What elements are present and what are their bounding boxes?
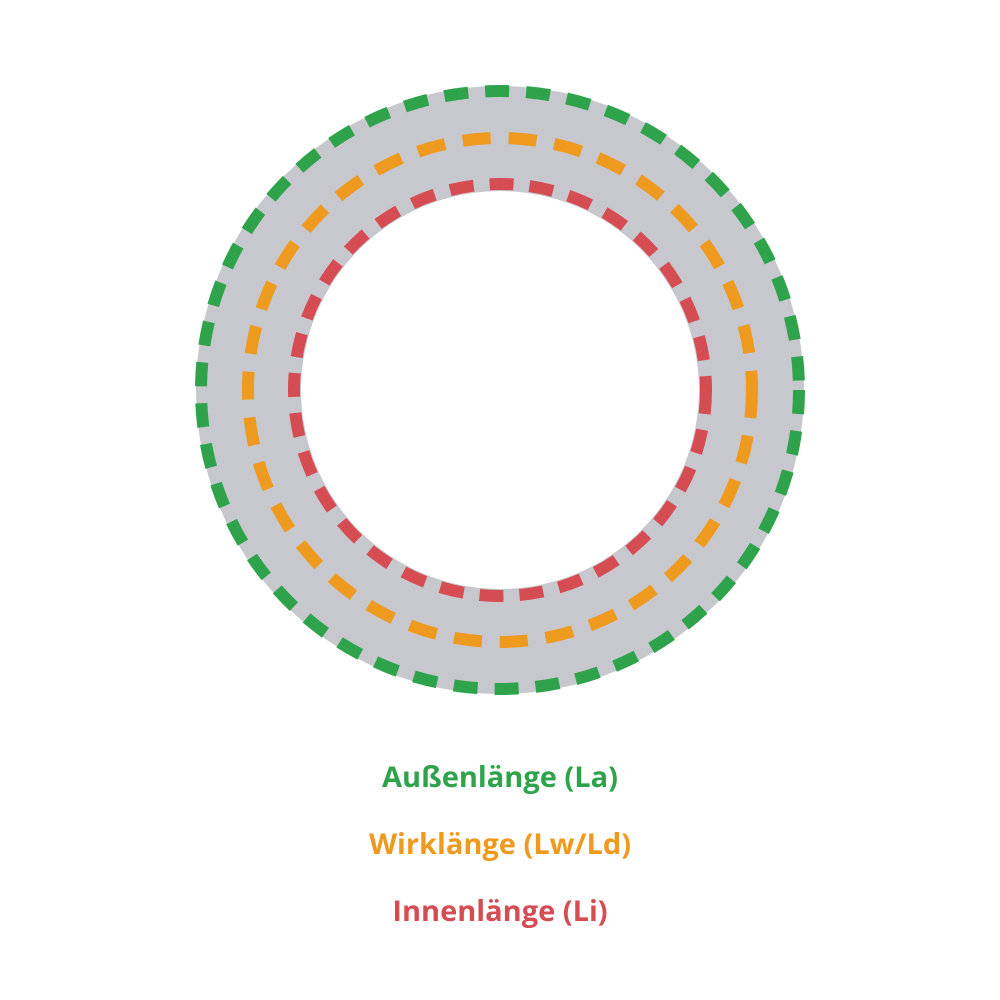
inner-length-circle [294,184,706,596]
legend-middle-label: Wirklänge (Lw/Ld) [0,829,1000,858]
belt-length-diagram: Außenlänge (La) Wirklänge (Lw/Ld) Innenl… [0,0,1000,1000]
legend: Außenlänge (La) Wirklänge (Lw/Ld) Innenl… [0,762,1000,925]
legend-inner-label: Innenlänge (Li) [0,896,1000,925]
legend-outer-label: Außenlänge (La) [0,762,1000,791]
